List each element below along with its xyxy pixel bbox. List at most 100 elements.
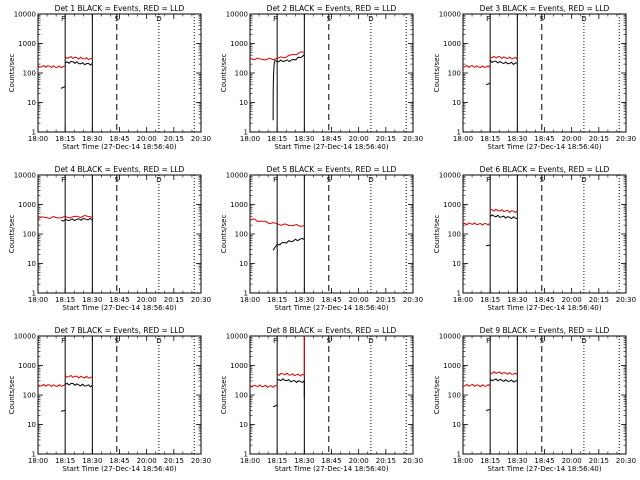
x-tick-label: 20:30 bbox=[191, 296, 211, 304]
panel-det-5: Det 5 BLACK = Events, RED = LLD 1 10 100 100… bbox=[220, 165, 423, 312]
events-line-seg-1 bbox=[60, 217, 93, 222]
y-tick-label: 1000 bbox=[230, 362, 248, 370]
marker-label-S: S bbox=[115, 15, 120, 23]
plot-frame bbox=[37, 13, 202, 133]
x-axis-label: Start Time (27-Dec-14 18:56:40) bbox=[487, 465, 601, 473]
marker-label-S: S bbox=[327, 337, 332, 345]
y-tick-label: 1 bbox=[244, 129, 248, 137]
lld-line-seg-1 bbox=[462, 383, 491, 388]
x-tick-label: 18:45 bbox=[534, 457, 554, 465]
x-tick-label: 18:30 bbox=[82, 135, 102, 143]
x-tick-label: 20:15 bbox=[376, 457, 396, 465]
x-tick-label: 18:45 bbox=[109, 296, 129, 304]
y-tick-label: 100 bbox=[23, 231, 36, 239]
x-tick-label: 18:30 bbox=[507, 457, 527, 465]
events-line-seg-1 bbox=[60, 85, 66, 89]
lld-line-seg-1 bbox=[249, 51, 305, 61]
plot-frame bbox=[249, 13, 414, 133]
panel-title: Det 3 BLACK = Events, RED = LLD bbox=[480, 4, 610, 13]
x-axis-label: Start Time (27-Dec-14 18:56:40) bbox=[274, 465, 388, 473]
marker-label-F: F bbox=[486, 337, 490, 345]
marker-label-D: D bbox=[368, 15, 373, 23]
x-tick-label: 18:30 bbox=[82, 457, 102, 465]
y-tick-label: 10 bbox=[239, 421, 248, 429]
y-axis-label: Counts/sec bbox=[8, 54, 16, 93]
y-tick-label: 100 bbox=[23, 392, 36, 400]
panel-title: Det 1 BLACK = Events, RED = LLD bbox=[55, 4, 185, 13]
y-tick-label: 1 bbox=[244, 451, 248, 459]
x-tick-label: 18:15 bbox=[55, 135, 75, 143]
lld-line-seg-1 bbox=[37, 65, 66, 69]
y-tick-label: 10000 bbox=[439, 333, 461, 341]
y-tick-label: 10000 bbox=[439, 11, 461, 19]
panel-title: Det 8 BLACK = Events, RED = LLD bbox=[267, 326, 397, 335]
panel-det-1: Det 1 BLACK = Events, RED = LLD 1 10 100 100… bbox=[8, 4, 211, 151]
events-line-seg-1 bbox=[272, 237, 305, 251]
x-tick-label: 18:45 bbox=[321, 457, 341, 465]
y-tick-label: 1000 bbox=[230, 201, 248, 209]
events-line-seg-2 bbox=[274, 53, 305, 63]
panel-det-3: Det 3 BLACK = Events, RED = LLD 1 10 100 100… bbox=[433, 4, 636, 151]
plot-frame bbox=[37, 174, 202, 294]
plot-frame bbox=[249, 174, 414, 294]
panel-title: Det 9 BLACK = Events, RED = LLD bbox=[480, 326, 610, 335]
events-line-seg-1 bbox=[485, 82, 491, 86]
x-tick-label: 18:00 bbox=[28, 296, 48, 304]
x-tick-label: 18:30 bbox=[82, 296, 102, 304]
x-tick-label: 20:00 bbox=[562, 457, 582, 465]
y-tick-label: 1000 bbox=[443, 362, 461, 370]
marker-label-F: F bbox=[61, 337, 65, 345]
marker-label-S: S bbox=[115, 337, 120, 345]
y-tick-label: 1000 bbox=[443, 40, 461, 48]
marker-label-S: S bbox=[540, 15, 545, 23]
y-tick-label: 100 bbox=[235, 392, 248, 400]
marker-label-D: D bbox=[581, 176, 586, 184]
y-tick-label: 1 bbox=[32, 290, 36, 298]
y-tick-label: 10000 bbox=[439, 172, 461, 180]
x-tick-label: 18:45 bbox=[534, 296, 554, 304]
y-tick-label: 10 bbox=[27, 99, 36, 107]
x-tick-label: 18:00 bbox=[453, 135, 473, 143]
x-tick-label: 20:15 bbox=[164, 457, 184, 465]
x-tick-label: 18:45 bbox=[534, 135, 554, 143]
x-tick-label: 20:00 bbox=[349, 457, 369, 465]
y-tick-label: 10000 bbox=[14, 11, 36, 19]
y-tick-label: 100 bbox=[448, 231, 461, 239]
lld-line-seg-2 bbox=[64, 56, 93, 61]
x-tick-label: 20:15 bbox=[164, 296, 184, 304]
panel-det-8: Det 8 BLACK = Events, RED = LLD 1 10 100 100… bbox=[220, 326, 423, 473]
x-tick-label: 20:30 bbox=[616, 135, 636, 143]
x-tick-label: 18:30 bbox=[507, 135, 527, 143]
x-tick-label: 18:00 bbox=[240, 296, 260, 304]
lld-line-seg-1 bbox=[37, 383, 66, 388]
x-tick-label: 18:15 bbox=[267, 296, 287, 304]
x-tick-label: 20:30 bbox=[616, 457, 636, 465]
x-tick-label: 18:30 bbox=[294, 296, 314, 304]
lld-line-seg-1 bbox=[462, 222, 491, 226]
marker-label-S: S bbox=[540, 337, 545, 345]
x-tick-label: 18:15 bbox=[55, 457, 75, 465]
marker-label-S: S bbox=[327, 15, 332, 23]
y-tick-label: 10000 bbox=[14, 333, 36, 341]
y-tick-label: 100 bbox=[235, 231, 248, 239]
x-tick-label: 20:30 bbox=[403, 457, 423, 465]
events-line-seg-2 bbox=[64, 382, 93, 388]
x-tick-label: 18:00 bbox=[240, 457, 260, 465]
marker-label-D: D bbox=[581, 15, 586, 23]
y-tick-label: 1000 bbox=[18, 40, 36, 48]
panel-det-6: Det 6 BLACK = Events, RED = LLD 1 10 100 100… bbox=[433, 165, 636, 312]
x-tick-label: 18:00 bbox=[453, 296, 473, 304]
x-tick-label: 20:15 bbox=[589, 457, 609, 465]
x-tick-label: 18:15 bbox=[55, 296, 75, 304]
y-tick-label: 1000 bbox=[18, 201, 36, 209]
x-tick-label: 20:15 bbox=[589, 135, 609, 143]
y-axis-label: Counts/sec bbox=[433, 215, 441, 254]
x-axis-label: Start Time (27-Dec-14 18:56:40) bbox=[62, 304, 176, 312]
panel-title: Det 7 BLACK = Events, RED = LLD bbox=[55, 326, 185, 335]
x-tick-label: 18:45 bbox=[321, 135, 341, 143]
marker-label-F: F bbox=[61, 176, 65, 184]
y-axis-label: Counts/sec bbox=[433, 376, 441, 415]
y-tick-label: 10000 bbox=[14, 172, 36, 180]
y-axis-label: Counts/sec bbox=[220, 215, 228, 254]
